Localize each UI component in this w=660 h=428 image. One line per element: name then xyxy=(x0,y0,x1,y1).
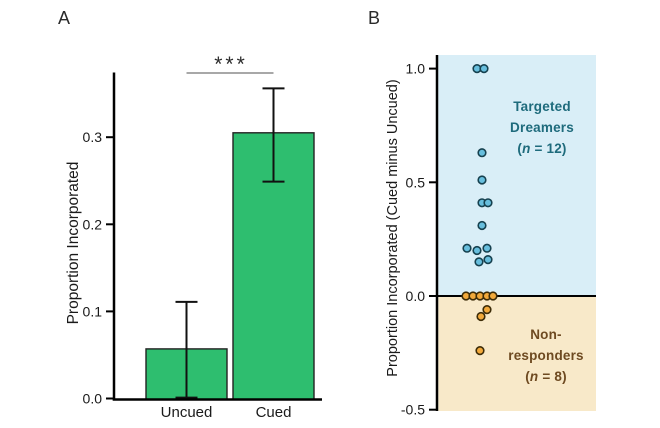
panel-a-y-tick-label: 0.0 xyxy=(83,391,103,407)
targeted-dreamers-label: Targeted Dreamers (n = 12) xyxy=(480,96,604,159)
dot-non-responders xyxy=(488,291,498,301)
dot-targeted-dreamers xyxy=(477,175,487,185)
dot-targeted-dreamers xyxy=(477,220,487,231)
dot-targeted-dreamers xyxy=(477,148,487,158)
targeted-dreamers-region xyxy=(438,55,596,296)
panel-a-y-axis-label: Proportion Incorporated xyxy=(65,162,82,325)
dot-non-responders xyxy=(476,311,486,322)
dot-targeted-dreamers xyxy=(472,245,482,256)
dot-non-responders xyxy=(475,346,485,356)
targeted-dreamers-n-label: (n = 12) xyxy=(517,141,567,156)
dot-targeted-dreamers xyxy=(483,255,493,265)
dot-targeted-dreamers xyxy=(482,243,492,253)
targeted-dreamers-label-line2: Dreamers xyxy=(510,120,574,135)
significance-stars: *** xyxy=(214,53,248,76)
panel-b-y-tick-label: 0.0 xyxy=(406,288,426,304)
dot-targeted-dreamers xyxy=(483,198,493,208)
dot-non-responders xyxy=(482,305,492,315)
panel-a-category-label-cued: Cued xyxy=(256,404,292,421)
non-responders-n-label: (n = 8) xyxy=(525,369,567,384)
panel-b-y-tick-label: -0.5 xyxy=(401,402,425,418)
panel-a-letter: A xyxy=(58,8,71,28)
non-responders-region xyxy=(438,296,596,411)
panel-a-y-tick-label: 0.1 xyxy=(83,303,103,319)
panel-b-y-tick-label: 1.0 xyxy=(406,61,426,77)
panel-a-y-tick-label: 0.3 xyxy=(83,129,103,145)
dot-targeted-dreamers xyxy=(474,257,484,267)
panel-a-category-label-uncued: Uncued xyxy=(161,404,213,421)
dot-targeted-dreamers xyxy=(462,243,472,253)
panel-b-y-tick-label: 0.5 xyxy=(406,174,426,190)
panel-a-y-tick-label: 0.2 xyxy=(83,216,103,232)
non-responders-label-line2: responders xyxy=(508,348,584,363)
panel-b-letter: B xyxy=(368,8,381,28)
non-responders-label-line1: Non- xyxy=(530,327,562,342)
panel-b-y-axis-label: Proportion Incorporated (Cued minus Uncu… xyxy=(385,79,401,376)
non-responders-label: Non- responders (n = 8) xyxy=(484,324,608,387)
targeted-dreamers-label-line1: Targeted xyxy=(513,99,571,114)
dot-targeted-dreamers xyxy=(479,63,489,74)
